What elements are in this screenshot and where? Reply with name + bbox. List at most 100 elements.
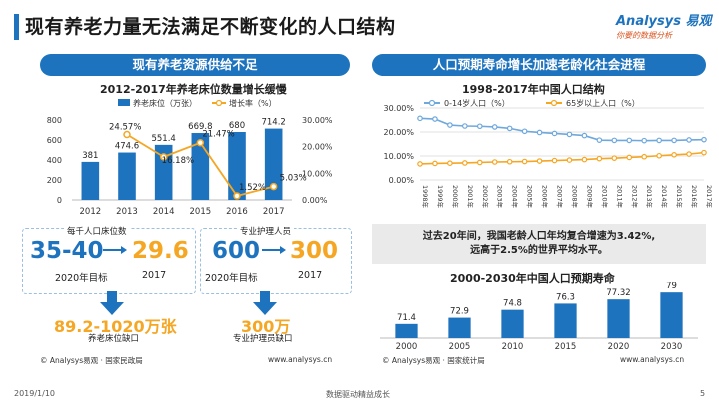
legend-label-rate: 增长率（%） [229,98,277,108]
highlight-line2: 远高于2.5%的世界平均水平。 [470,245,608,256]
beds-chart: 养老床位（万张） 增长率（%） 0 200 400 600 800 0.00% 10.00% 20… [47,98,333,217]
highlight-line1: 过去20年间，我国老龄人口年均复合增速为3.42%, [422,231,656,242]
point-elderly [476,159,483,166]
y-tick-right: 30.00% [302,116,333,125]
point-elderly [686,151,692,157]
page-title: 现有养老力量无法满足不断变化的人口结构 [25,16,396,38]
card-nurses-label: 专业护理人员 [237,225,295,237]
y-tick-left: 600 [47,136,62,145]
x-tick-label: 2016 [226,207,248,217]
point-child [596,137,603,143]
arrow-line [103,249,123,251]
point-elderly [536,158,543,164]
y-tick-left: 0 [57,196,62,205]
x-tick-label: 2020 [608,342,630,352]
legend-marker-elderly [550,99,558,107]
legend-marker-child [428,99,436,107]
bar-label-beds: 714.2 [261,118,285,128]
point-child [551,130,558,137]
legend-swatch-beds [118,99,130,106]
card-beds-from-caption: 2020年目标 [55,273,108,284]
y-tick: 10.00% [383,152,414,161]
y-tick-right: 10.00% [302,169,333,178]
x-tick-label: 2012 [80,207,102,217]
point-child [491,124,498,130]
x-tick-label: 2016年 [690,185,699,209]
x-tick-label: 2000年 [451,185,460,209]
down-arrow-icon [253,291,277,315]
x-tick-label: 2030 [661,342,683,352]
x-tick-label: 2012年 [630,185,639,209]
bar-beds [228,132,246,200]
right-source: © Analysys易观 · 国家统计局 [382,356,485,365]
logo-main-text: Analysys 易观 [616,14,712,29]
bar-label-life: 71.4 [397,313,416,323]
card-beds-to-caption: 2017 [142,270,167,281]
point-child [581,132,588,139]
point-elderly [701,149,707,156]
y-tick-right: 0.00% [302,196,328,205]
point-child [566,131,573,138]
point-rate [269,182,278,191]
y-tick-left: 200 [47,176,62,185]
x-tick-label: 2013年 [645,185,654,209]
page-number: 5 [700,389,706,398]
bar-life [660,292,683,338]
point-elderly [671,151,677,158]
point-elderly [447,160,453,167]
analysys-logo: Analysys 易观 你要的数据分析 [616,10,712,44]
page-footer-text: 数据驱动精益成长 [326,390,390,399]
x-tick-label: 2008年 [570,185,579,209]
point-rate [123,130,131,139]
arrow-line [262,249,282,251]
bar-life [395,323,418,338]
x-tick-label: 2013 [116,207,138,217]
y-tick: 20.00% [383,128,414,137]
point-label-rate: 5.03% [280,174,307,184]
bar-label-beds: 551.4 [151,134,175,144]
x-tick-label: 2001年 [466,185,475,209]
card-nurses-to-value: 300 [290,238,339,264]
logo-sub-text: 你要的数据分析 [616,31,672,40]
y-tick-left: 400 [47,156,62,165]
point-child [641,137,648,144]
bar-label-beds: 669.8 [188,122,212,132]
bar-label-beds: 680 [229,121,245,131]
right-chart1-title: 1998-2017年中国人口结构 [462,83,605,96]
arrow-right-icon [121,246,127,254]
bar-beds [118,152,136,200]
bar-beds [154,144,173,200]
point-child [701,136,707,143]
y-tick-right: 20.00% [302,143,333,152]
card-nurses-gap-value: 300万 [241,317,291,336]
point-child [536,129,543,136]
x-tick-label: 2010年 [600,185,609,209]
point-label-rate: 21.47% [202,130,234,140]
right-panel-header: 人口预期寿命增长加速老龄化社会进程 [372,54,706,76]
point-elderly [462,160,468,166]
right-site: www.analysys.cn [620,355,685,364]
bar-label-beds: 381 [82,151,98,161]
bar-label-life: 74.8 [503,299,522,309]
bar-life [448,317,471,338]
point-child [671,137,677,144]
point-elderly [641,153,648,160]
point-elderly [551,157,558,164]
card-nurses-from-value: 600 [212,238,261,264]
bar-life [554,303,577,338]
point-elderly [611,155,618,161]
point-child [462,123,468,129]
point-rate [233,192,241,200]
page-date: 2019/1/10 [14,389,56,398]
point-child [521,128,528,135]
point-child [432,116,438,122]
title-accent-bar [14,14,19,40]
point-child [626,137,633,144]
point-rate [196,138,205,147]
bar-label-life: 77.32 [606,288,630,298]
x-tick-label: 2005年 [526,185,535,209]
bar-beds [264,128,283,200]
x-tick-label: 2010 [502,342,524,352]
point-elderly [506,158,513,165]
y-tick: 0.00% [389,176,415,185]
